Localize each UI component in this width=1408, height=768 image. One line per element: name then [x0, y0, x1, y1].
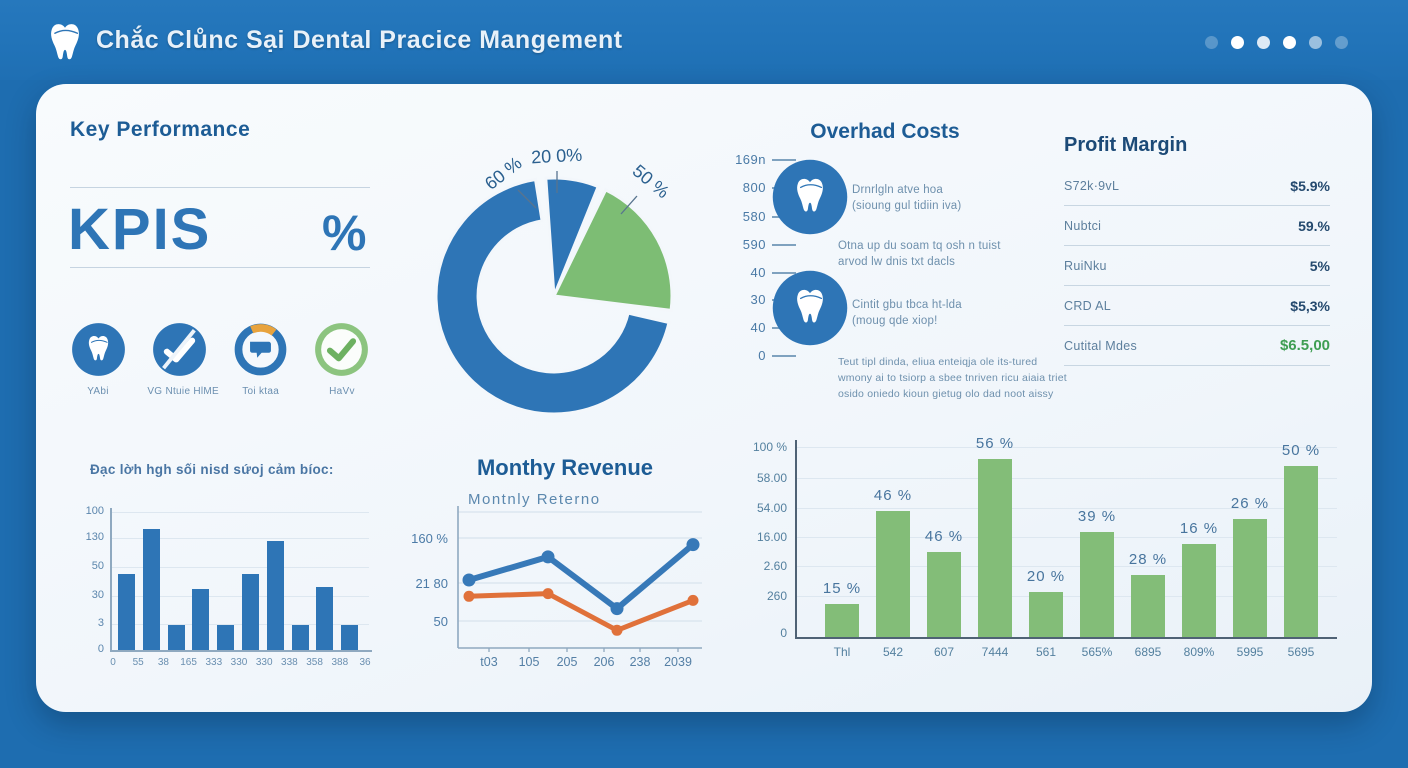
- icon-label: VG Ntuie HlME: [147, 386, 220, 397]
- icon-label: Toi ktaa: [242, 386, 280, 397]
- profit-row-value: $6.5,00: [1279, 337, 1330, 354]
- overhead-title: Overhad Costs: [810, 120, 960, 143]
- svg-text:50: 50: [434, 614, 448, 629]
- check-slash-icon: [147, 322, 211, 377]
- icon-label: HaVv: [329, 386, 355, 397]
- profit-row-value: 59.%: [1298, 217, 1330, 234]
- growth-bar-chart: 100 % 58.00 54.00 16.00 2.60 260 0 15 % Thl 46 % 5…: [735, 430, 1345, 668]
- svg-text:105: 105: [519, 655, 540, 669]
- svg-text:238: 238: [630, 655, 651, 669]
- overhead-axis: 169n 800 580 590 40 30 40 0: [716, 0, 836, 400]
- flag-ring-icon: [229, 322, 293, 377]
- kpi-bar-chart: 100 130 50 30 3 0 0 55 38 165 333 330 330 338 358 388 36: [85, 505, 372, 668]
- dot-indicator[interactable]: [1205, 36, 1218, 49]
- svg-text:206: 206: [594, 655, 615, 669]
- profit-row-label: S72k·9vL: [1064, 178, 1120, 193]
- app-title: Chắc Clůnc Sại Dental Pracice Mangement: [96, 26, 623, 54]
- svg-text:21 80: 21 80: [415, 576, 448, 591]
- kpi-chart-title: Đạc lờh hgh sối nisd sứoj cảm bíoc:: [90, 462, 334, 477]
- dot-indicator[interactable]: [1231, 36, 1244, 49]
- divider: [70, 187, 370, 188]
- svg-text:20 0%: 20 0%: [531, 145, 583, 168]
- profit-row: S72k·9vL $5.9%: [1064, 166, 1330, 206]
- svg-text:t03: t03: [480, 655, 497, 669]
- divider: [70, 267, 370, 268]
- profit-row: Nubtci 59.%: [1064, 206, 1330, 246]
- kpi-icon-check-circle[interactable]: HaVv: [310, 322, 374, 397]
- tooth-badge-icon: [772, 270, 848, 346]
- tooth-icon: [66, 322, 130, 377]
- dot-indicator[interactable]: [1309, 36, 1322, 49]
- kpi-icon-check-slash[interactable]: VG Ntuie HlME: [147, 322, 220, 397]
- dot-indicator[interactable]: [1335, 36, 1348, 49]
- revenue-title: Monthy Revenue: [476, 455, 654, 480]
- patient-donut-chart: 20 0% 50 % 60 %: [414, 135, 694, 445]
- icon-label: YAbi: [87, 386, 109, 397]
- profit-row-label: Cutital Mdes: [1064, 338, 1138, 353]
- kpis-percent-text: %: [322, 205, 367, 261]
- tooth-logo-icon: [42, 14, 88, 70]
- dot-indicator[interactable]: [1283, 36, 1296, 49]
- tooth-badge-icon: [772, 159, 848, 235]
- overhead-paragraph: Teut tipl dinda, eliua enteiqja ole its-…: [838, 356, 1067, 400]
- svg-text:2039: 2039: [664, 655, 692, 669]
- revenue-subtitle: Montnly Reterno: [468, 491, 601, 508]
- kpi-icon-tooth[interactable]: YAbi: [66, 322, 130, 397]
- app-header: Chắc Clůnc Sại Dental Pracice Mangement: [0, 0, 1408, 80]
- profit-row-label: CRD AL: [1064, 298, 1111, 313]
- overhead-mid-text: Otna up du soam tq osh n tuist arvod lw …: [838, 240, 1001, 268]
- overhead-item2-text: Cintit gbu tbca ht-lda (moug qde xiop!: [852, 299, 962, 327]
- profit-row-value: $5,3%: [1290, 297, 1330, 314]
- svg-text:50 %: 50 %: [629, 161, 673, 203]
- kpi-icon-grid: YAbi VG Ntuie HlME Toi ktaa: [66, 322, 374, 397]
- profit-title: Profit Margin: [1064, 134, 1188, 156]
- kpis-text: KPIS: [68, 197, 212, 262]
- profit-row: CRD AL $5,3%: [1064, 286, 1330, 326]
- svg-text:205: 205: [557, 655, 578, 669]
- profit-row: RuiNku 5%: [1064, 246, 1330, 286]
- pagination-dots[interactable]: [1205, 36, 1348, 49]
- revenue-line-chart: 160 % 21 80 50 t03 105 205 206 238 2039: [400, 498, 715, 678]
- dot-indicator[interactable]: [1257, 36, 1270, 49]
- kpi-icon-flag-ring[interactable]: Toi ktaa: [229, 322, 293, 397]
- svg-text:160 %: 160 %: [411, 531, 448, 546]
- kpi-heading: Key Performance: [70, 118, 251, 141]
- profit-row-value: 5%: [1309, 257, 1330, 274]
- profit-row-value: $5.9%: [1290, 177, 1330, 194]
- overhead-item1-text: Drnrlgln atve hoa (sioung gul tidiin iva…: [852, 184, 962, 212]
- profit-row-label: Nubtci: [1064, 218, 1102, 233]
- profit-row-label: RuiNku: [1064, 258, 1107, 273]
- profit-row: Cutital Mdes $6.5,00: [1064, 326, 1330, 366]
- check-circle-icon: [310, 322, 374, 377]
